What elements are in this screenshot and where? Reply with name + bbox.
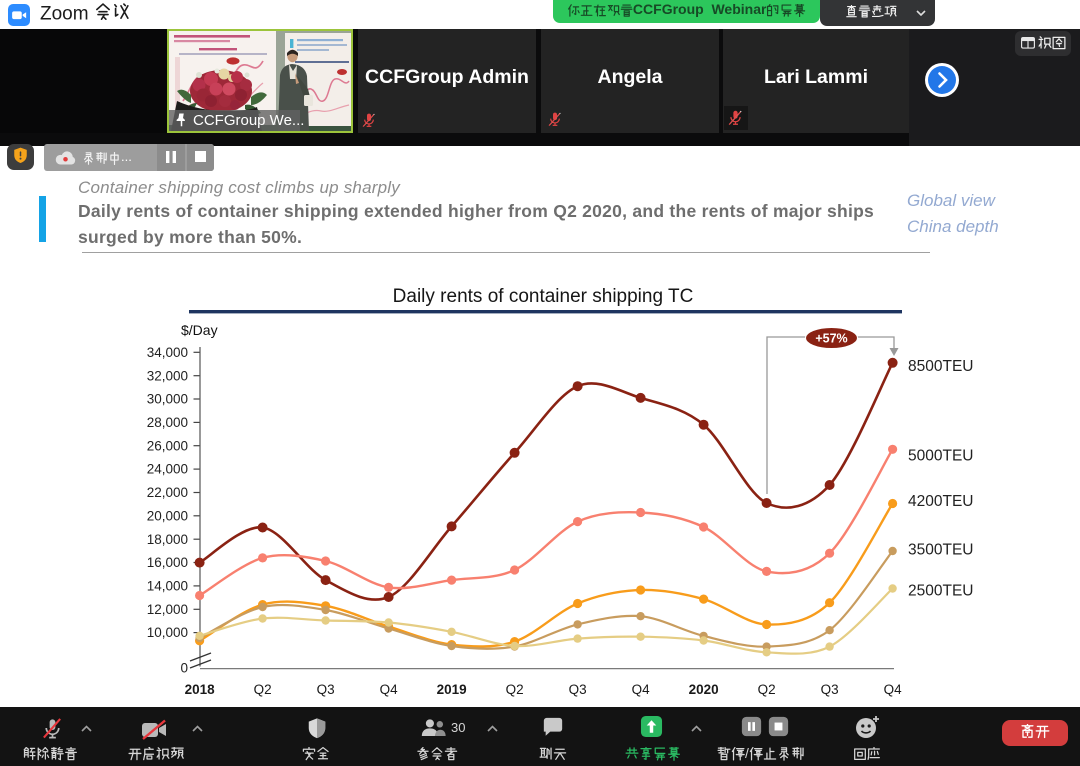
svg-text:2019: 2019: [437, 682, 467, 697]
svg-text:5000TEU: 5000TEU: [908, 448, 973, 465]
svg-text:Q4: Q4: [884, 682, 903, 697]
svg-text:+57%: +57%: [815, 332, 847, 346]
svg-text:10,000: 10,000: [147, 625, 188, 640]
svg-text:Q3: Q3: [317, 682, 335, 697]
svg-text:2018: 2018: [185, 682, 216, 697]
svg-text:14,000: 14,000: [147, 579, 188, 594]
svg-text:3500TEU: 3500TEU: [908, 542, 973, 559]
svg-text:12,000: 12,000: [147, 602, 188, 617]
svg-text:32,000: 32,000: [147, 368, 188, 383]
svg-text:34,000: 34,000: [147, 345, 188, 360]
svg-text:Daily rents of container shipp: Daily rents of container shipping TC: [393, 286, 694, 307]
svg-text:Q3: Q3: [569, 682, 587, 697]
svg-text:2500TEU: 2500TEU: [908, 583, 973, 600]
svg-text:16,000: 16,000: [147, 555, 188, 570]
svg-text:Q2: Q2: [758, 682, 776, 697]
svg-text:8500TEU: 8500TEU: [908, 358, 973, 375]
svg-text:Q2: Q2: [254, 682, 272, 697]
svg-text:26,000: 26,000: [147, 438, 188, 453]
svg-text:22,000: 22,000: [147, 485, 188, 500]
svg-text:Q4: Q4: [380, 682, 399, 697]
svg-text:24,000: 24,000: [147, 462, 188, 477]
svg-text:Q2: Q2: [506, 682, 524, 697]
svg-text:4200TEU: 4200TEU: [908, 493, 973, 510]
svg-text:Q4: Q4: [632, 682, 651, 697]
svg-text:30,000: 30,000: [147, 392, 188, 407]
svg-text:28,000: 28,000: [147, 415, 188, 430]
svg-text:2020: 2020: [689, 682, 719, 697]
svg-text:Q3: Q3: [821, 682, 839, 697]
svg-text:$/Day: $/Day: [181, 322, 218, 338]
svg-text:18,000: 18,000: [147, 532, 188, 547]
svg-text:20,000: 20,000: [147, 508, 188, 523]
svg-text:0: 0: [180, 661, 188, 676]
